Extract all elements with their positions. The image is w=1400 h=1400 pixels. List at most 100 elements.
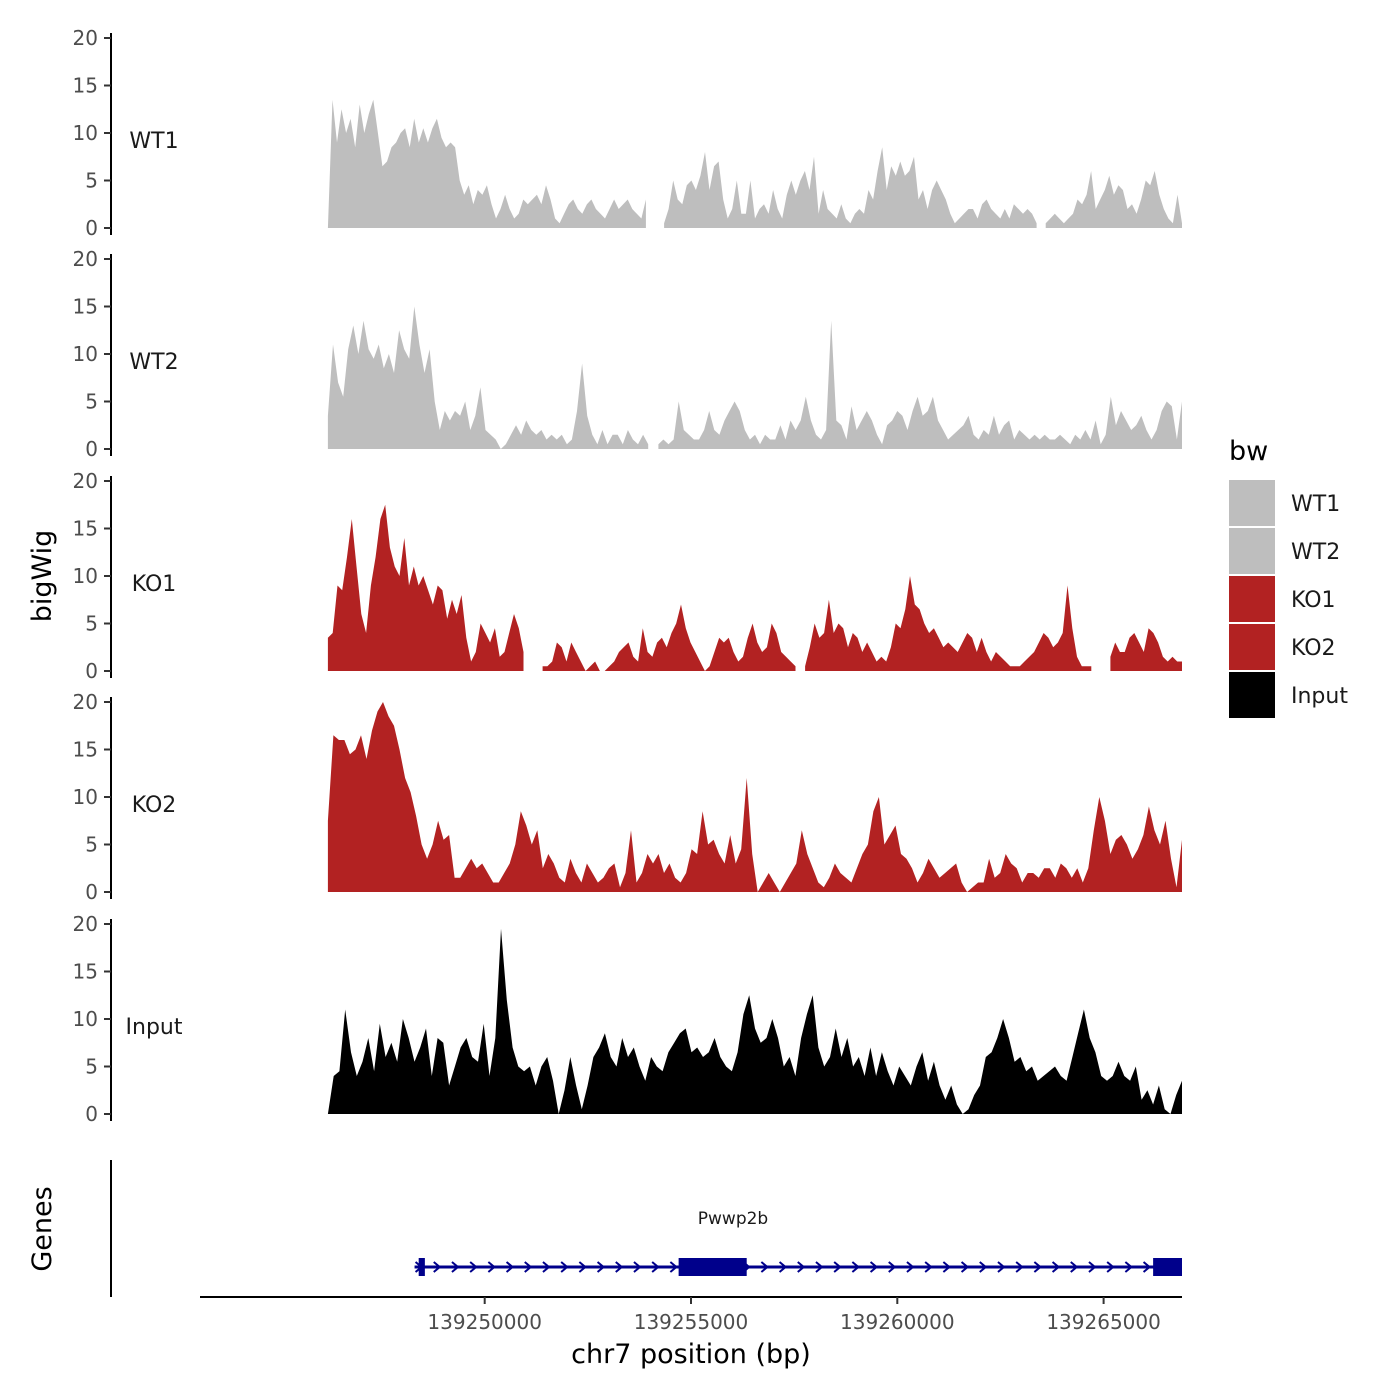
y-tick-label: 10 [73,785,98,809]
strand-arrow [542,1261,551,1273]
coverage-area-wt1 [327,99,1182,228]
strand-arrow [979,1261,988,1273]
legend-title: bw [1229,436,1268,467]
strand-arrow [851,1261,860,1273]
strand-arrow [433,1261,442,1273]
y-tick-label: 15 [73,517,98,541]
strand-arrow [633,1261,642,1273]
y-tick-label: 0 [85,437,98,461]
legend-swatch-wt2 [1229,528,1275,574]
gene-track-panel: Genes Pwwp2b [27,1160,1182,1297]
strand-arrow [906,1261,915,1273]
x-tick-label: 139250000 [427,1310,542,1334]
y-tick-label: 0 [85,1102,98,1126]
y-tick-label: 0 [85,880,98,904]
strand-arrow [1051,1261,1061,1273]
strand-arrow [505,1261,515,1273]
strand-arrow [888,1261,897,1273]
legend: bw WT1 WT2 KO1 KO2 Input [1229,436,1348,718]
y-tick-label: 15 [73,738,98,762]
track-label: Input [126,1015,183,1040]
y-tick-label: 5 [85,612,98,636]
gene-name-label: Pwwp2b [698,1209,768,1229]
strand-arrow [469,1261,478,1273]
y-tick-label: 5 [85,169,98,193]
strand-arrow [815,1261,824,1273]
coverage-area-ko2 [327,702,1182,892]
strand-arrow [797,1261,806,1273]
legend-swatch-ko2 [1229,624,1275,670]
gene-exon [678,1258,747,1276]
strand-arrow [560,1261,569,1273]
strand-arrow [487,1261,496,1273]
strand-arrow [1070,1261,1079,1273]
gene-exon [418,1258,425,1276]
gene-exon [1153,1258,1182,1276]
strand-arrow [615,1261,624,1273]
legend-swatch-ko1 [1229,576,1275,622]
x-tick-label: 139265000 [1046,1310,1161,1334]
strand-arrow [942,1261,951,1273]
x-axis-title: chr7 position (bp) [571,1339,811,1370]
legend-label: KO2 [1291,636,1336,661]
y-tick-label: 15 [73,74,98,98]
legend-label: KO1 [1291,588,1336,613]
track-input: 0 5 10 15 20 Input [73,912,1182,1126]
x-axis: chr7 position (bp) 139250000 139255000 139… [200,1296,1182,1370]
track-wt1: 0 5 10 15 20 WT1 [73,26,1182,240]
legend-label: WT2 [1291,540,1340,565]
track-label: WT1 [129,129,178,154]
strand-arrow [997,1261,1006,1273]
strand-arrow [451,1261,460,1273]
legend-swatch-input [1229,672,1275,718]
strand-arrow [524,1261,533,1273]
y-tick-label: 10 [73,342,98,366]
strand-arrow [1015,1261,1024,1273]
y-tick-label: 20 [73,26,98,50]
legend-swatch-wt1 [1229,480,1275,526]
strand-arrow [1106,1261,1115,1273]
y-tick-label: 5 [85,390,98,414]
y-tick-label: 10 [73,1007,98,1031]
y-tick-label: 5 [85,833,98,857]
y-tick-label: 20 [73,247,98,271]
coverage-area-wt2 [327,306,1182,449]
strand-arrow [960,1261,970,1273]
y-tick-label: 15 [73,295,98,319]
x-tick-label: 139255000 [634,1310,749,1334]
y-tick-label: 15 [73,960,98,984]
y-tick-label: 20 [73,690,98,714]
track-label: KO1 [132,572,177,597]
y-tick-label: 20 [73,912,98,936]
y-axis-title: bigWig [27,530,58,623]
y-tick-label: 0 [85,216,98,240]
strand-arrow [869,1261,879,1273]
track-label: WT2 [129,350,178,375]
strand-arrow [651,1261,660,1273]
track-ko1: 0 5 10 15 20 KO1 [73,469,1182,683]
track-panels: 0 5 10 15 20 WT1 0 5 10 15 20 WT2 0 5 10 15 20 KO1 0 5 10 15 2… [73,26,1182,1126]
strand-arrow [1088,1261,1097,1273]
strand-arrow [669,1261,678,1273]
strand-arrow [1033,1261,1042,1273]
strand-arrow [760,1261,769,1273]
strand-arrow [1142,1261,1152,1273]
strand-arrow [778,1261,788,1273]
y-tick-label: 10 [73,121,98,145]
legend-label: Input [1291,684,1348,709]
strand-arrow [578,1261,587,1273]
y-tick-label: 20 [73,469,98,493]
track-wt2: 0 5 10 15 20 WT2 [73,247,1182,461]
strand-arrow [596,1261,606,1273]
track-label: KO2 [132,793,177,818]
legend-label: WT1 [1291,492,1340,517]
strand-arrow [1124,1261,1133,1273]
track-ko2: 0 5 10 15 20 KO2 [73,690,1182,904]
gene-model [414,1258,1182,1276]
x-tick-label: 139260000 [840,1310,955,1334]
y-tick-label: 10 [73,564,98,588]
y-tick-label: 5 [85,1055,98,1079]
strand-arrow [833,1261,842,1273]
gene-track-label: Genes [27,1186,58,1271]
